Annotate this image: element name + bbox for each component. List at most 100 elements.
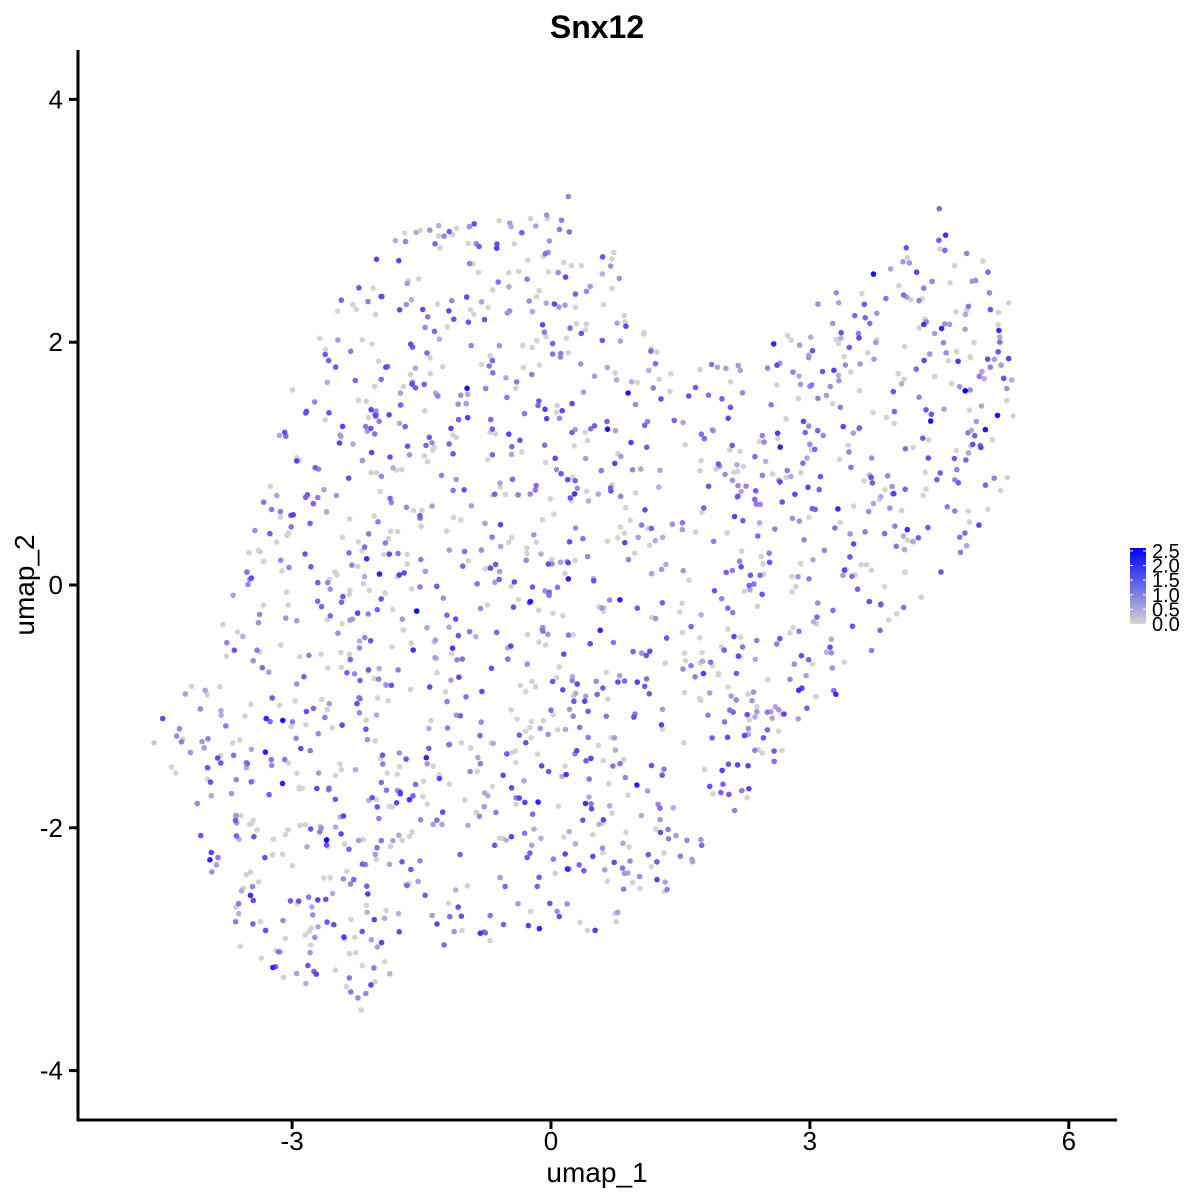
data-point [274, 492, 280, 499]
data-point [282, 831, 289, 838]
data-point [962, 326, 968, 333]
data-point [332, 824, 339, 830]
data-point [283, 615, 289, 621]
data-point [429, 912, 435, 919]
data-point [696, 635, 703, 641]
data-point [759, 591, 765, 598]
data-point [689, 856, 695, 863]
data-point [677, 853, 684, 859]
data-point [419, 306, 426, 313]
data-point [701, 435, 707, 442]
data-point [725, 626, 731, 632]
data-point [957, 549, 964, 556]
data-point [754, 708, 760, 715]
data-point [534, 337, 540, 344]
data-point [571, 698, 577, 705]
data-point [920, 492, 926, 499]
data-point [953, 447, 960, 454]
data-point [354, 700, 360, 707]
data-point [292, 698, 299, 704]
data-point [313, 971, 320, 977]
data-point [837, 519, 844, 526]
data-point [258, 955, 265, 961]
data-point [472, 633, 479, 640]
data-point [951, 455, 958, 462]
data-point [981, 375, 987, 382]
data-point [455, 416, 462, 423]
data-point [197, 706, 204, 712]
data-point [582, 693, 589, 700]
data-point [583, 321, 590, 327]
data-point [604, 538, 611, 544]
data-point [353, 306, 360, 313]
data-point [803, 672, 809, 679]
data-point [378, 779, 385, 786]
data-point [609, 810, 615, 816]
data-point [726, 447, 733, 453]
data-point [727, 404, 734, 411]
data-point [322, 346, 329, 353]
data-point [366, 587, 373, 594]
data-point [446, 547, 453, 553]
data-point [945, 358, 952, 364]
data-point [817, 473, 824, 480]
data-point [494, 241, 500, 247]
data-point [294, 770, 300, 776]
data-point [664, 886, 670, 893]
data-point [369, 341, 375, 347]
data-point [600, 301, 607, 308]
data-point [688, 662, 694, 669]
data-point [448, 425, 454, 432]
data-point [373, 796, 380, 803]
data-point [725, 684, 731, 690]
data-point [550, 711, 556, 718]
data-point [481, 316, 488, 323]
data-point [580, 817, 586, 823]
data-point [715, 461, 722, 467]
data-point [632, 490, 639, 496]
data-point [324, 617, 331, 623]
data-point [698, 457, 704, 464]
data-point [796, 373, 802, 379]
data-point [889, 483, 895, 490]
data-point [402, 238, 409, 245]
data-point [309, 904, 315, 910]
data-point [868, 474, 874, 481]
data-point [536, 287, 542, 294]
data-point [570, 632, 576, 638]
data-point [770, 341, 777, 347]
data-point [178, 739, 185, 745]
data-point [563, 335, 570, 342]
data-point [427, 370, 434, 377]
legend-ticks: 0.00.51.01.52.02.5 [1130, 541, 1180, 636]
data-point [437, 245, 443, 251]
data-point [927, 418, 934, 424]
data-point [315, 924, 321, 930]
data-point [456, 674, 462, 680]
data-point [406, 796, 413, 803]
data-point [489, 287, 496, 293]
data-point [743, 483, 749, 490]
data-point [232, 918, 239, 925]
data-point [699, 658, 706, 664]
data-point [642, 507, 648, 513]
data-point [235, 901, 242, 907]
data-point [323, 842, 330, 848]
data-point [558, 350, 564, 357]
data-point [478, 299, 485, 305]
data-point [319, 696, 325, 703]
data-point [289, 862, 296, 869]
data-point [396, 764, 403, 770]
data-point [752, 453, 758, 460]
data-point [631, 550, 638, 556]
data-point [898, 381, 905, 387]
data-point [444, 698, 450, 705]
data-point [534, 883, 540, 890]
data-point [435, 233, 442, 239]
data-point [277, 642, 284, 648]
data-point [838, 335, 844, 341]
data-point [261, 558, 267, 565]
data-point [789, 515, 796, 522]
data-point [306, 652, 312, 659]
data-point [357, 677, 363, 684]
